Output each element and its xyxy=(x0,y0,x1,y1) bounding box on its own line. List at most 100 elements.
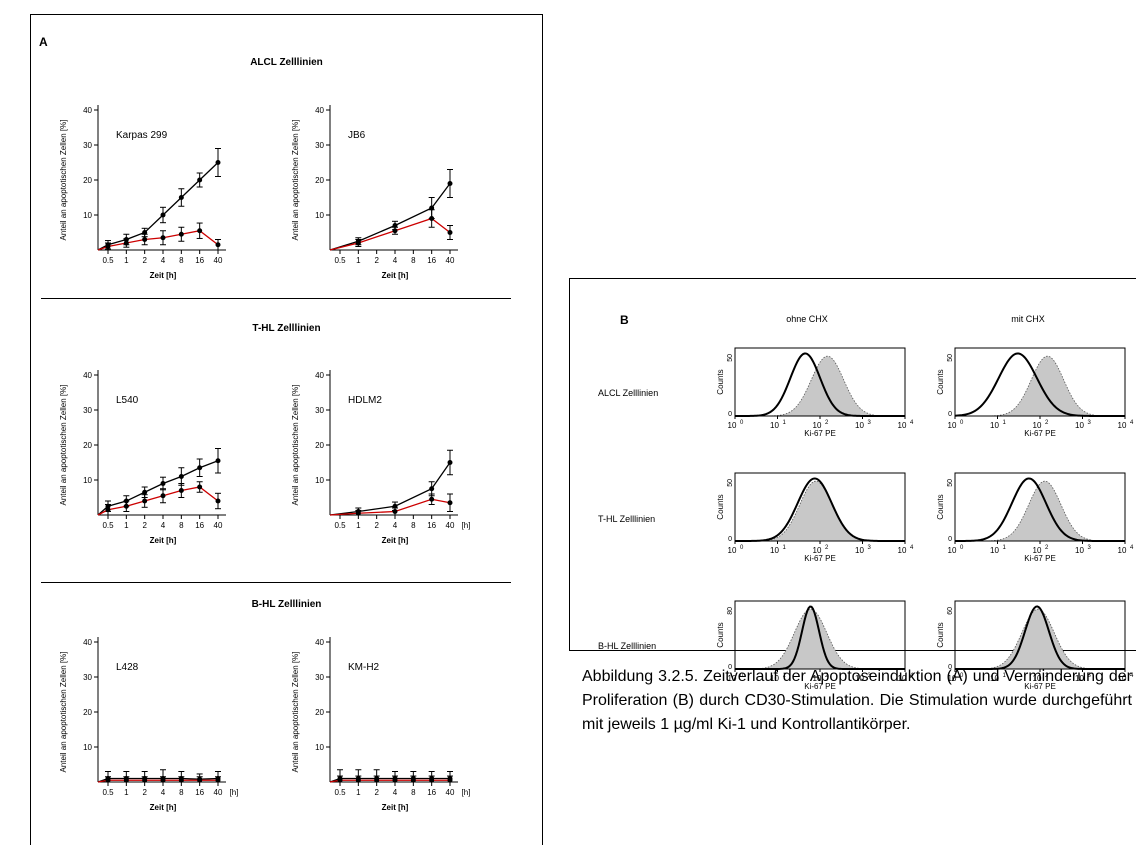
y-tick-zero: 0 xyxy=(728,664,732,671)
x-tick-label: 4 xyxy=(161,521,166,530)
x-axis-label: Ki-67 PE xyxy=(1024,554,1056,563)
x-tick-label: 16 xyxy=(427,521,436,530)
series-line-1 xyxy=(97,230,219,251)
x-axis-label: Zeit [h] xyxy=(382,271,409,280)
y-tick-label: 30 xyxy=(315,673,324,682)
x-tick-label: 2 xyxy=(142,256,147,265)
x-tick-label: 16 xyxy=(427,788,436,797)
column-header-mit-chx: mit CHX xyxy=(1011,314,1045,324)
x-tick-label: 10 xyxy=(948,674,957,683)
data-point xyxy=(447,230,453,235)
chart-title: L428 xyxy=(116,662,139,673)
chart-l540: 10 20 30 40 0.5 1 2 4 8 16 40 Zeit [h] Anteil an apo… xyxy=(59,370,226,545)
y-tick-label: 30 xyxy=(83,673,92,682)
chart-karpas-299: 10 20 30 40 0.5 1 2 4 8 16 40 Zeit [h] Anteil an apo… xyxy=(59,105,226,280)
x-tick-label: 40 xyxy=(214,788,223,797)
y-tick-label: 20 xyxy=(83,176,92,185)
chart-l428: 10 20 30 40 0.5 1 2 4 8 16 40 [h] Zeit [h] Anteil an … xyxy=(59,637,238,812)
x-axis-label: Zeit [h] xyxy=(150,803,177,812)
x-tick-label: 10 xyxy=(898,546,907,555)
data-point xyxy=(429,216,435,221)
panel-b: B xyxy=(569,278,1136,651)
x-tick-label: 10 xyxy=(990,674,999,683)
x-tick-label: 10 xyxy=(898,674,907,683)
x-axis-label: Zeit [h] xyxy=(150,536,177,545)
data-point xyxy=(215,242,221,248)
y-tick-label: 40 xyxy=(83,106,92,115)
y-tick-label: 30 xyxy=(315,406,324,415)
data-point xyxy=(447,777,453,783)
x-tick-exponent: 4 xyxy=(1130,420,1134,426)
data-point xyxy=(160,777,166,783)
y-tick-zero: 0 xyxy=(948,536,952,543)
y-axis-label: Counts xyxy=(716,369,725,394)
x-tick-label: 10 xyxy=(1033,546,1042,555)
x-tick-label: 16 xyxy=(195,256,204,265)
x-tick-label: 16 xyxy=(195,788,204,797)
section-separator xyxy=(41,582,511,583)
x-tick-exponent: 1 xyxy=(783,545,787,551)
data-point xyxy=(197,465,203,471)
data-point xyxy=(355,240,361,246)
x-tick-label: 10 xyxy=(728,674,737,683)
x-tick-label: 8 xyxy=(411,256,416,265)
x-tick-label: 10 xyxy=(813,546,822,555)
x-tick-label: 0.5 xyxy=(102,788,114,797)
y-tick-label: 20 xyxy=(315,176,324,185)
data-point xyxy=(447,500,453,506)
data-point xyxy=(197,177,203,183)
x-tick-label: 1 xyxy=(356,788,361,797)
data-point xyxy=(105,507,111,513)
x-tick-exponent: 1 xyxy=(783,673,787,679)
y-tick-label: 30 xyxy=(83,141,92,150)
y-tick-label: 20 xyxy=(315,441,324,450)
y-tick-label: 40 xyxy=(315,106,324,115)
x-tick-label: 10 xyxy=(813,421,822,430)
x-tick-exponent: 1 xyxy=(1003,545,1007,551)
x-axis-label: Ki-67 PE xyxy=(1024,682,1056,691)
y-axis-label: Counts xyxy=(936,494,945,519)
y-tick-label: 40 xyxy=(315,638,324,647)
data-point xyxy=(123,240,129,246)
x-tick-label: 10 xyxy=(855,421,864,430)
y-axis-label: Anteil an apoptotischen Zellen [%] xyxy=(59,120,68,241)
section-title-alcl: ALCL Zelllinien xyxy=(250,57,323,68)
data-point xyxy=(355,510,361,516)
x-tick-label: 0.5 xyxy=(334,788,346,797)
y-axis-label: Anteil an apoptotischen Zellen [%] xyxy=(291,120,300,241)
data-point xyxy=(215,458,221,464)
data-point xyxy=(337,777,343,783)
y-tick-label: 20 xyxy=(83,441,92,450)
x-tick-label: 10 xyxy=(1033,674,1042,683)
x-tick-label: 2 xyxy=(374,788,379,797)
x-axis-label: Ki-67 PE xyxy=(804,682,836,691)
x-tick-label: 2 xyxy=(374,256,379,265)
y-tick-label: 10 xyxy=(315,743,324,752)
x-tick-exponent: 4 xyxy=(1130,545,1134,551)
series-line-0 xyxy=(97,777,219,783)
data-point xyxy=(142,489,148,495)
x-tick-exponent: 2 xyxy=(1045,545,1049,551)
y-axis-label: Counts xyxy=(936,369,945,394)
series-line-1 xyxy=(97,779,218,783)
data-point xyxy=(447,460,453,465)
x-tick-label: 0.5 xyxy=(334,521,346,530)
data-point xyxy=(429,777,435,783)
x-axis-label: Ki-67 PE xyxy=(804,429,836,438)
y-tick-label: 80 xyxy=(727,607,734,615)
x-tick-label: 10 xyxy=(770,421,779,430)
y-axis-label: Anteil an apoptotischen Zellen [%] xyxy=(291,385,300,506)
data-point xyxy=(160,235,166,241)
x-tick-label: 8 xyxy=(179,256,184,265)
data-point xyxy=(160,481,166,486)
x-tick-label: 1 xyxy=(356,521,361,530)
chart-km-h2: 10 20 30 40 0.5 1 2 4 8 16 40 [h] Zeit [h] Anteil an … xyxy=(291,637,471,812)
data-point xyxy=(123,777,129,783)
x-unit-label: [h] xyxy=(462,788,471,797)
panel-b-letter: B xyxy=(620,313,629,327)
x-tick-label: 40 xyxy=(214,256,223,265)
data-point xyxy=(447,181,453,186)
